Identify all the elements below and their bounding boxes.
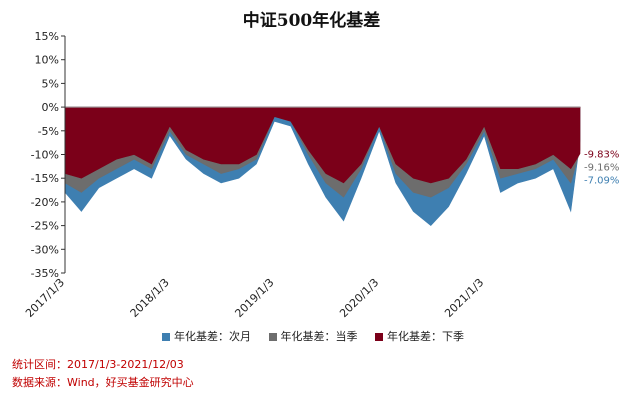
footnote-source: 数据来源：Wind，好买基金研究中心 (12, 376, 194, 389)
y-tick-label: -30% (31, 243, 59, 256)
x-tick-label: 2021/1/3 (442, 276, 486, 320)
y-tick-label: 15% (35, 30, 59, 43)
legend-swatch-next-quarter (375, 333, 383, 341)
legend-label-next-month: 年化基差：次月 (174, 330, 251, 343)
y-tick-label: -35% (31, 267, 59, 280)
y-tick-label: -10% (31, 149, 59, 162)
y-tick-label: 0% (42, 101, 59, 114)
legend: 年化基差：次月 年化基差：当季 年化基差：下季 (162, 328, 478, 344)
legend-label-next-quarter: 年化基差：下季 (387, 330, 464, 343)
end-value-label: -9.83% (584, 150, 619, 161)
x-tick-label: 2017/1/3 (23, 276, 67, 320)
x-tick-label: 2020/1/3 (337, 276, 381, 320)
y-tick-label: -5% (38, 125, 59, 138)
y-tick-label: -15% (31, 172, 59, 185)
x-tick-label: 2018/1/3 (128, 276, 172, 320)
y-tick-label: -25% (31, 220, 59, 233)
legend-item-next-month: 年化基差：次月 (162, 328, 251, 344)
legend-item-next-quarter: 年化基差：下季 (375, 328, 464, 344)
chart-title: 中证500年化基差 (242, 11, 381, 31)
end-value-label: -9.16% (584, 163, 619, 174)
series-area-next-quarter (64, 106, 581, 184)
legend-item-current-quarter: 年化基差：当季 (268, 328, 358, 344)
end-value-label: -7.09% (584, 176, 619, 187)
y-tick-label: 5% (42, 77, 59, 90)
y-tick-label: 10% (35, 54, 59, 67)
y-tick-label: -20% (31, 196, 59, 209)
x-tick-label: 2019/1/3 (232, 276, 276, 320)
legend-label-current-quarter: 年化基差：当季 (280, 330, 358, 343)
footnote-period: 统计区间：2017/1/3-2021/12/03 (12, 358, 184, 371)
legend-swatch-next-month (162, 333, 170, 341)
legend-swatch-current-quarter (268, 333, 277, 341)
